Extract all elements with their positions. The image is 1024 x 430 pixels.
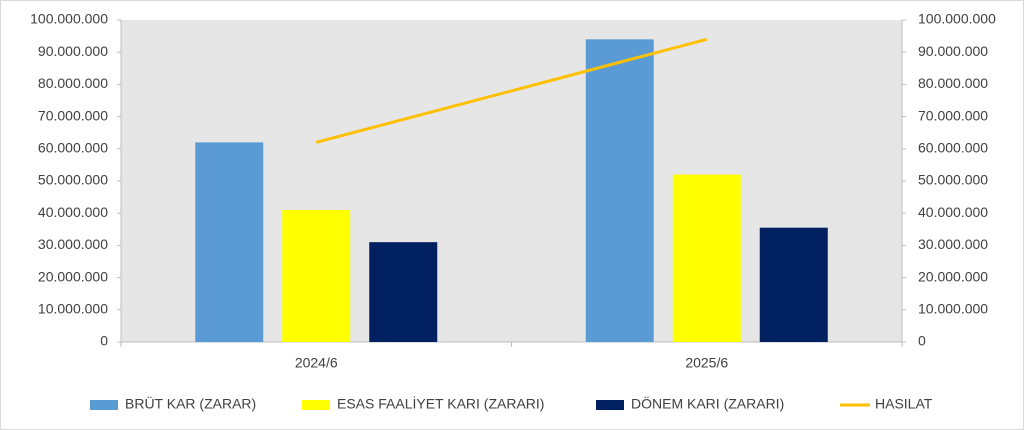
y2-tick-label: 50.000.000	[918, 172, 988, 188]
y-tick-label: 70.000.000	[38, 107, 108, 123]
y2-tick-label: 100.000.000	[918, 11, 996, 27]
legend-label: HASILAT	[875, 396, 933, 412]
legend-swatch	[596, 400, 624, 410]
y-tick-label: 100.000.000	[30, 11, 108, 27]
legend-label: DÖNEM KARI (ZARARI)	[631, 395, 784, 412]
x-tick-label: 2024/6	[295, 355, 338, 371]
bar	[195, 142, 264, 342]
y-tick-label: 80.000.000	[38, 75, 108, 91]
legend-swatch	[302, 400, 330, 410]
y-tick-label: 90.000.000	[38, 43, 108, 59]
y2-tick-label: 30.000.000	[918, 236, 988, 252]
y-tick-label: 50.000.000	[38, 172, 108, 188]
x-tick-label: 2025/6	[685, 355, 728, 371]
legend-swatch	[90, 400, 118, 410]
bar	[369, 242, 438, 342]
y2-tick-label: 90.000.000	[918, 43, 988, 59]
y2-tick-label: 10.000.000	[918, 301, 988, 317]
bar	[759, 227, 828, 342]
y2-tick-label: 70.000.000	[918, 107, 988, 123]
legend-label: ESAS FAALİYET KARI (ZARARI)	[337, 395, 544, 412]
y-tick-label: 30.000.000	[38, 236, 108, 252]
y2-tick-label: 60.000.000	[918, 140, 988, 156]
y2-tick-label: 20.000.000	[918, 268, 988, 284]
legend-label: BRÜT KAR (ZARAR)	[125, 395, 256, 412]
y2-tick-label: 0	[918, 333, 926, 349]
bar	[585, 39, 654, 342]
y-tick-label: 10.000.000	[38, 301, 108, 317]
bar	[672, 174, 741, 342]
y-tick-label: 0	[100, 333, 108, 349]
y-tick-label: 40.000.000	[38, 204, 108, 220]
y2-tick-label: 40.000.000	[918, 204, 988, 220]
y2-tick-label: 80.000.000	[918, 75, 988, 91]
line-series	[315, 37, 708, 144]
y-tick-label: 20.000.000	[38, 268, 108, 284]
bar	[282, 209, 351, 342]
y-tick-label: 60.000.000	[38, 140, 108, 156]
